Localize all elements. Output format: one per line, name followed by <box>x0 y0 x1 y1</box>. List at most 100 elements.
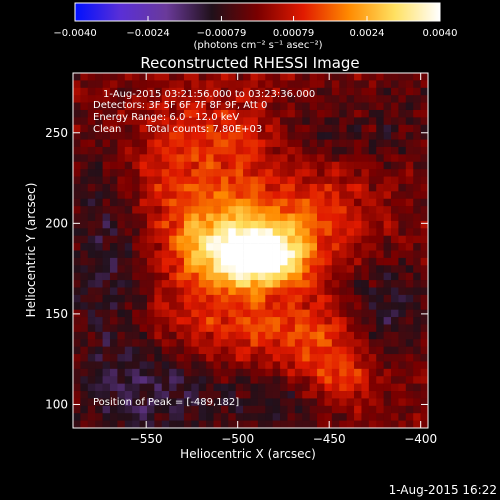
heatmap-cell <box>405 265 414 273</box>
heatmap-cell <box>235 109 244 118</box>
heatmap-cell <box>213 309 222 318</box>
heatmap-cell <box>302 376 310 384</box>
heatmap-cell <box>331 169 340 177</box>
heatmap-cell <box>265 309 273 318</box>
heatmap-cell <box>257 154 266 163</box>
heatmap-cell <box>331 102 340 111</box>
heatmap-cell <box>280 80 288 89</box>
heatmap-cell <box>287 191 296 200</box>
heatmap-cell <box>280 368 288 377</box>
heatmap-cell <box>146 368 155 377</box>
heatmap-cell <box>324 287 333 296</box>
heatmap-cell <box>309 102 318 111</box>
heatmap-cell <box>391 339 399 347</box>
heatmap-cell <box>183 413 192 421</box>
heatmap-cell <box>220 413 229 421</box>
heatmap-cell <box>257 376 266 384</box>
heatmap-cell <box>235 302 244 310</box>
heatmap-cell <box>87 198 96 207</box>
heatmap-cell <box>250 109 259 118</box>
heatmap-cell <box>102 420 111 429</box>
heatmap-cell <box>383 235 392 244</box>
heatmap-cell <box>220 361 229 370</box>
heatmap-cell <box>309 73 318 81</box>
heatmap-cell <box>339 287 347 296</box>
heatmap-cell <box>361 102 370 111</box>
heatmap-cell <box>346 243 355 251</box>
heatmap-cell <box>139 87 148 96</box>
heatmap-cell <box>183 124 192 133</box>
heatmap-cell <box>331 198 340 207</box>
heatmap-cell <box>109 161 118 170</box>
heatmap-cell <box>80 324 89 333</box>
heatmap-cell <box>139 383 148 392</box>
heatmap-cell <box>183 420 192 429</box>
heatmap-cell <box>383 324 392 333</box>
heatmap-cell <box>183 109 192 118</box>
heatmap-cell <box>154 132 163 140</box>
heatmap-cell <box>206 102 214 111</box>
heatmap-cell <box>287 331 296 340</box>
heatmap-cell <box>117 376 126 384</box>
heatmap-cell <box>361 109 370 118</box>
heatmap-cell <box>132 405 140 414</box>
heatmap-cell <box>146 420 155 429</box>
heatmap-cell <box>287 154 296 163</box>
heatmap-cell <box>124 176 133 185</box>
heatmap-cell <box>317 302 325 310</box>
heatmap-cell <box>339 420 347 429</box>
heatmap-cell <box>272 302 281 310</box>
heatmap-cell <box>132 191 140 200</box>
heatmap-cell <box>146 294 155 303</box>
heatmap-cell <box>191 243 200 251</box>
heatmap-cell <box>309 309 318 318</box>
heatmap-cell <box>272 73 281 81</box>
heatmap-cell <box>176 398 185 407</box>
heatmap-cell <box>309 265 318 273</box>
heatmap-cell <box>265 257 273 266</box>
heatmap-cell <box>220 132 229 140</box>
heatmap-cell <box>139 265 148 273</box>
heatmap-cell <box>220 220 229 229</box>
heatmap-cell <box>176 383 185 392</box>
heatmap-cell <box>250 146 259 155</box>
heatmap-cell <box>132 220 140 229</box>
heatmap-cell <box>368 139 377 148</box>
heatmap-cell <box>287 139 296 148</box>
heatmap-cell <box>265 287 273 296</box>
heatmap-cell <box>280 87 288 96</box>
heatmap-cell <box>139 272 148 281</box>
heatmap-cell <box>354 243 362 251</box>
heatmap-cell <box>391 124 399 133</box>
heatmap-cell <box>132 413 140 421</box>
heatmap-cell <box>95 376 103 384</box>
heatmap-cell <box>361 124 370 133</box>
heatmap-cell <box>176 228 185 237</box>
heatmap-cell <box>287 95 296 103</box>
heatmap-cell <box>309 324 318 333</box>
heatmap-cell <box>109 169 118 177</box>
heatmap-cell <box>331 339 340 347</box>
heatmap-cell <box>317 161 325 170</box>
heatmap-cell <box>324 154 333 163</box>
heatmap-cell <box>361 398 370 407</box>
heatmap-cell <box>124 346 133 355</box>
heatmap-cell <box>117 368 126 377</box>
heatmap-cell <box>287 117 296 126</box>
heatmap-cell <box>265 383 273 392</box>
heatmap-cell <box>213 80 222 89</box>
heatmap-cell <box>124 161 133 170</box>
heatmap-cell <box>413 243 421 251</box>
heatmap-cell <box>198 117 207 126</box>
heatmap-cell <box>317 213 325 222</box>
heatmap-cell <box>191 413 200 421</box>
heatmap-cell <box>376 331 384 340</box>
heatmap-cell <box>243 213 251 222</box>
heatmap-cell <box>213 331 222 340</box>
heatmap-cell <box>294 235 303 244</box>
heatmap-cell <box>383 213 392 222</box>
heatmap-cell <box>102 124 111 133</box>
heatmap-cell <box>413 339 421 347</box>
heatmap-cell <box>265 117 273 126</box>
heatmap-cell <box>294 87 303 96</box>
